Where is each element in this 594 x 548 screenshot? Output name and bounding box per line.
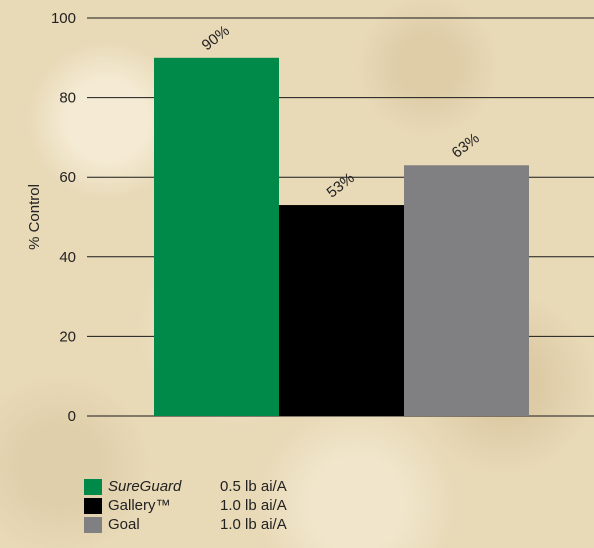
data-label-gallery: 53% (324, 170, 358, 202)
legend-label-sureguard: SureGuard (108, 478, 182, 495)
legend: SureGuard 0.5 lb ai/A Gallery™ 1.0 lb ai… (84, 477, 287, 534)
bar-goal (404, 165, 529, 416)
y-tick-label-0: 0 (68, 408, 76, 425)
y-tick-label-100: 100 (51, 10, 76, 27)
legend-swatch-gallery (84, 497, 102, 514)
legend-swatch-goal (84, 516, 102, 533)
legend-item-sureguard: SureGuard 0.5 lb ai/A (84, 477, 287, 496)
legend-rate-sureguard: 0.5 lb ai/A (220, 478, 287, 495)
y-tick-label-80: 80 (59, 90, 76, 107)
legend-rate-gallery: 1.0 lb ai/A (220, 497, 287, 514)
bar-chart: 0 20 40 60 80 100 90% 53% 63% % Control (26, 10, 594, 425)
legend-swatch-sureguard (84, 478, 102, 495)
legend-item-gallery: Gallery™ 1.0 lb ai/A (84, 496, 287, 515)
legend-label-goal: Goal (108, 516, 140, 533)
y-tick-label-60: 60 (59, 169, 76, 186)
bars (154, 57, 529, 417)
legend-rate-goal: 1.0 lb ai/A (220, 516, 287, 533)
bar-sureguard (154, 57, 279, 417)
legend-label-gallery: Gallery™ (108, 497, 171, 514)
bar-gallery (279, 205, 404, 416)
data-label-goal: 63% (449, 130, 483, 162)
data-label-sureguard: 90% (199, 22, 233, 54)
y-tick-label-40: 40 (59, 249, 76, 266)
y-axis-ticks: 0 20 40 60 80 100 (51, 10, 76, 425)
y-axis-title: % Control (26, 184, 43, 250)
y-tick-label-20: 20 (59, 328, 76, 345)
legend-item-goal: Goal 1.0 lb ai/A (84, 515, 287, 534)
